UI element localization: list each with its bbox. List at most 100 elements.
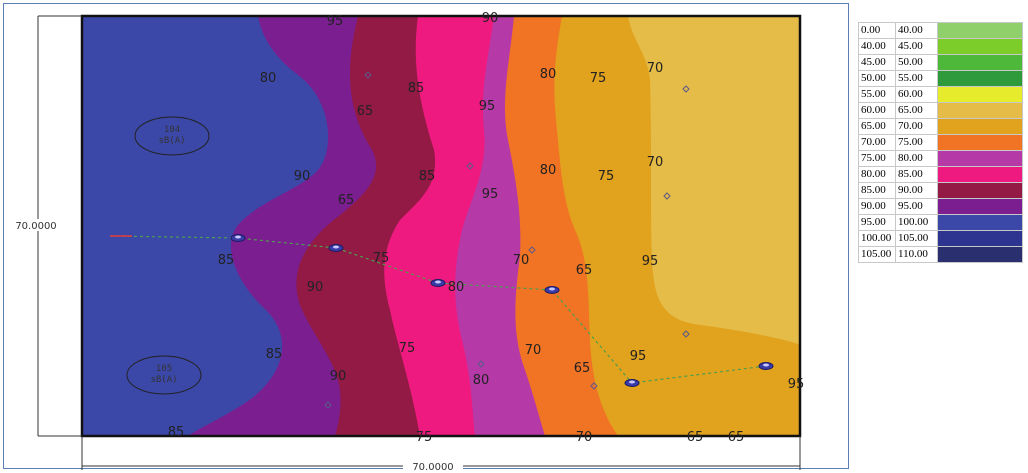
legend-row: 105.00 110.00 [858, 246, 1023, 263]
legend-row: 100.00 105.00 [858, 230, 1023, 247]
legend-row: 85.00 90.00 [858, 182, 1023, 199]
contour-label: 80 [473, 373, 490, 388]
legend-high-value: 50.00 [895, 54, 938, 71]
legend-color-swatch [937, 38, 1023, 55]
borehole-104-id: 104 [164, 125, 180, 135]
legend-color-swatch [937, 166, 1023, 183]
legend-row: 50.00 55.00 [858, 70, 1023, 87]
contour-label: 65 [576, 263, 593, 278]
legend-high-value: 80.00 [895, 150, 938, 167]
point-marker [682, 330, 690, 338]
contour-label: 95 [479, 99, 496, 114]
point-marker [324, 401, 332, 409]
contour-label: 85 [218, 253, 235, 268]
contour-label: 85 [168, 425, 185, 440]
legend-high-value: 100.00 [895, 214, 938, 231]
contour-label: 80 [540, 67, 557, 82]
point-marker [466, 162, 474, 170]
legend-color-swatch [937, 22, 1023, 39]
survey-stations [230, 234, 774, 387]
legend-high-value: 40.00 [895, 22, 938, 39]
borehole-104: 104 sB(A) [134, 116, 210, 156]
legend-row: 90.00 95.00 [858, 198, 1023, 215]
contour-label: 75 [373, 251, 390, 266]
legend-high-value: 45.00 [895, 38, 938, 55]
legend-row: 45.00 50.00 [858, 54, 1023, 71]
contour-label: 70 [647, 61, 664, 76]
legend-high-value: 65.00 [895, 102, 938, 119]
contour-label: 65 [728, 430, 745, 445]
legend-row: 75.00 80.00 [858, 150, 1023, 167]
legend-color-swatch [937, 182, 1023, 199]
contour-bands [82, 16, 800, 436]
contour-label: 70 [576, 430, 593, 445]
survey-station-marker [758, 362, 774, 370]
contour-label: 80 [260, 71, 277, 86]
legend-high-value: 110.00 [895, 246, 938, 263]
legend-high-value: 85.00 [895, 166, 938, 183]
horizontal-dimension-label: 70.0000 [412, 462, 453, 473]
legend-low-value: 75.00 [858, 150, 896, 167]
legend-low-value: 0.00 [858, 22, 896, 39]
contour-label: 85 [266, 347, 283, 362]
legend-low-value: 95.00 [858, 214, 896, 231]
legend-low-value: 100.00 [858, 230, 896, 247]
contour-label: 85 [408, 81, 425, 96]
legend-low-value: 90.00 [858, 198, 896, 215]
contour-label: 70 [513, 253, 530, 268]
legend-color-swatch [937, 246, 1023, 263]
legend-low-value: 55.00 [858, 86, 896, 103]
contour-label: 95 [630, 349, 647, 364]
legend-row: 0.00 40.00 [858, 22, 1023, 39]
legend-high-value: 90.00 [895, 182, 938, 199]
legend-color-swatch [937, 54, 1023, 71]
contour-label: 90 [294, 169, 311, 184]
legend-low-value: 65.00 [858, 118, 896, 135]
survey-station-marker [230, 234, 246, 242]
contour-label: 70 [647, 155, 664, 170]
contour-plot: 70.0000 70.0000 104 sB(A) 105 sB(A) 95 90… [15, 11, 805, 473]
contour-label: 75 [399, 341, 416, 356]
legend-color-swatch [937, 70, 1023, 87]
contour-label: 65 [338, 193, 355, 208]
legend-row: 95.00 100.00 [858, 214, 1023, 231]
legend-low-value: 60.00 [858, 102, 896, 119]
contour-label: 75 [416, 430, 433, 445]
legend-low-value: 70.00 [858, 134, 896, 151]
borehole-104-type: sB(A) [158, 136, 185, 146]
legend-color-swatch [937, 102, 1023, 119]
legend-color-swatch [937, 214, 1023, 231]
contour-label: 95 [788, 377, 805, 392]
borehole-105-id: 105 [156, 364, 172, 374]
legend-high-value: 55.00 [895, 70, 938, 87]
contour-label: 70 [525, 343, 542, 358]
legend-low-value: 80.00 [858, 166, 896, 183]
contour-label: 95 [642, 254, 659, 269]
survey-station-marker [430, 279, 446, 287]
legend-high-value: 60.00 [895, 86, 938, 103]
contour-label: 95 [482, 187, 499, 202]
legend-color-swatch [937, 198, 1023, 215]
contour-label: 65 [357, 104, 374, 119]
contour-labels: 95 90 80 85 80 75 70 65 95 90 85 80 75 70 65 95 85 75 70 65… [168, 11, 805, 445]
legend-color-swatch [937, 134, 1023, 151]
survey-station-marker [328, 244, 344, 252]
contour-label: 65 [687, 430, 704, 445]
contour-label: 80 [540, 163, 557, 178]
legend-low-value: 45.00 [858, 54, 896, 71]
contour-label: 85 [419, 169, 436, 184]
contour-label: 90 [482, 11, 499, 26]
point-marker [682, 85, 690, 93]
contour-label: 75 [598, 169, 615, 184]
point-marker [528, 246, 536, 254]
contour-label: 90 [330, 369, 347, 384]
plot-border [80, 14, 802, 438]
contour-label: 80 [448, 280, 465, 295]
point-marker [364, 71, 372, 79]
legend-row: 65.00 70.00 [858, 118, 1023, 135]
legend-row: 40.00 45.00 [858, 38, 1023, 55]
legend-high-value: 105.00 [895, 230, 938, 247]
borehole-105: 105 sB(A) [126, 355, 202, 395]
survey-station-marker [624, 379, 640, 387]
legend-low-value: 50.00 [858, 70, 896, 87]
